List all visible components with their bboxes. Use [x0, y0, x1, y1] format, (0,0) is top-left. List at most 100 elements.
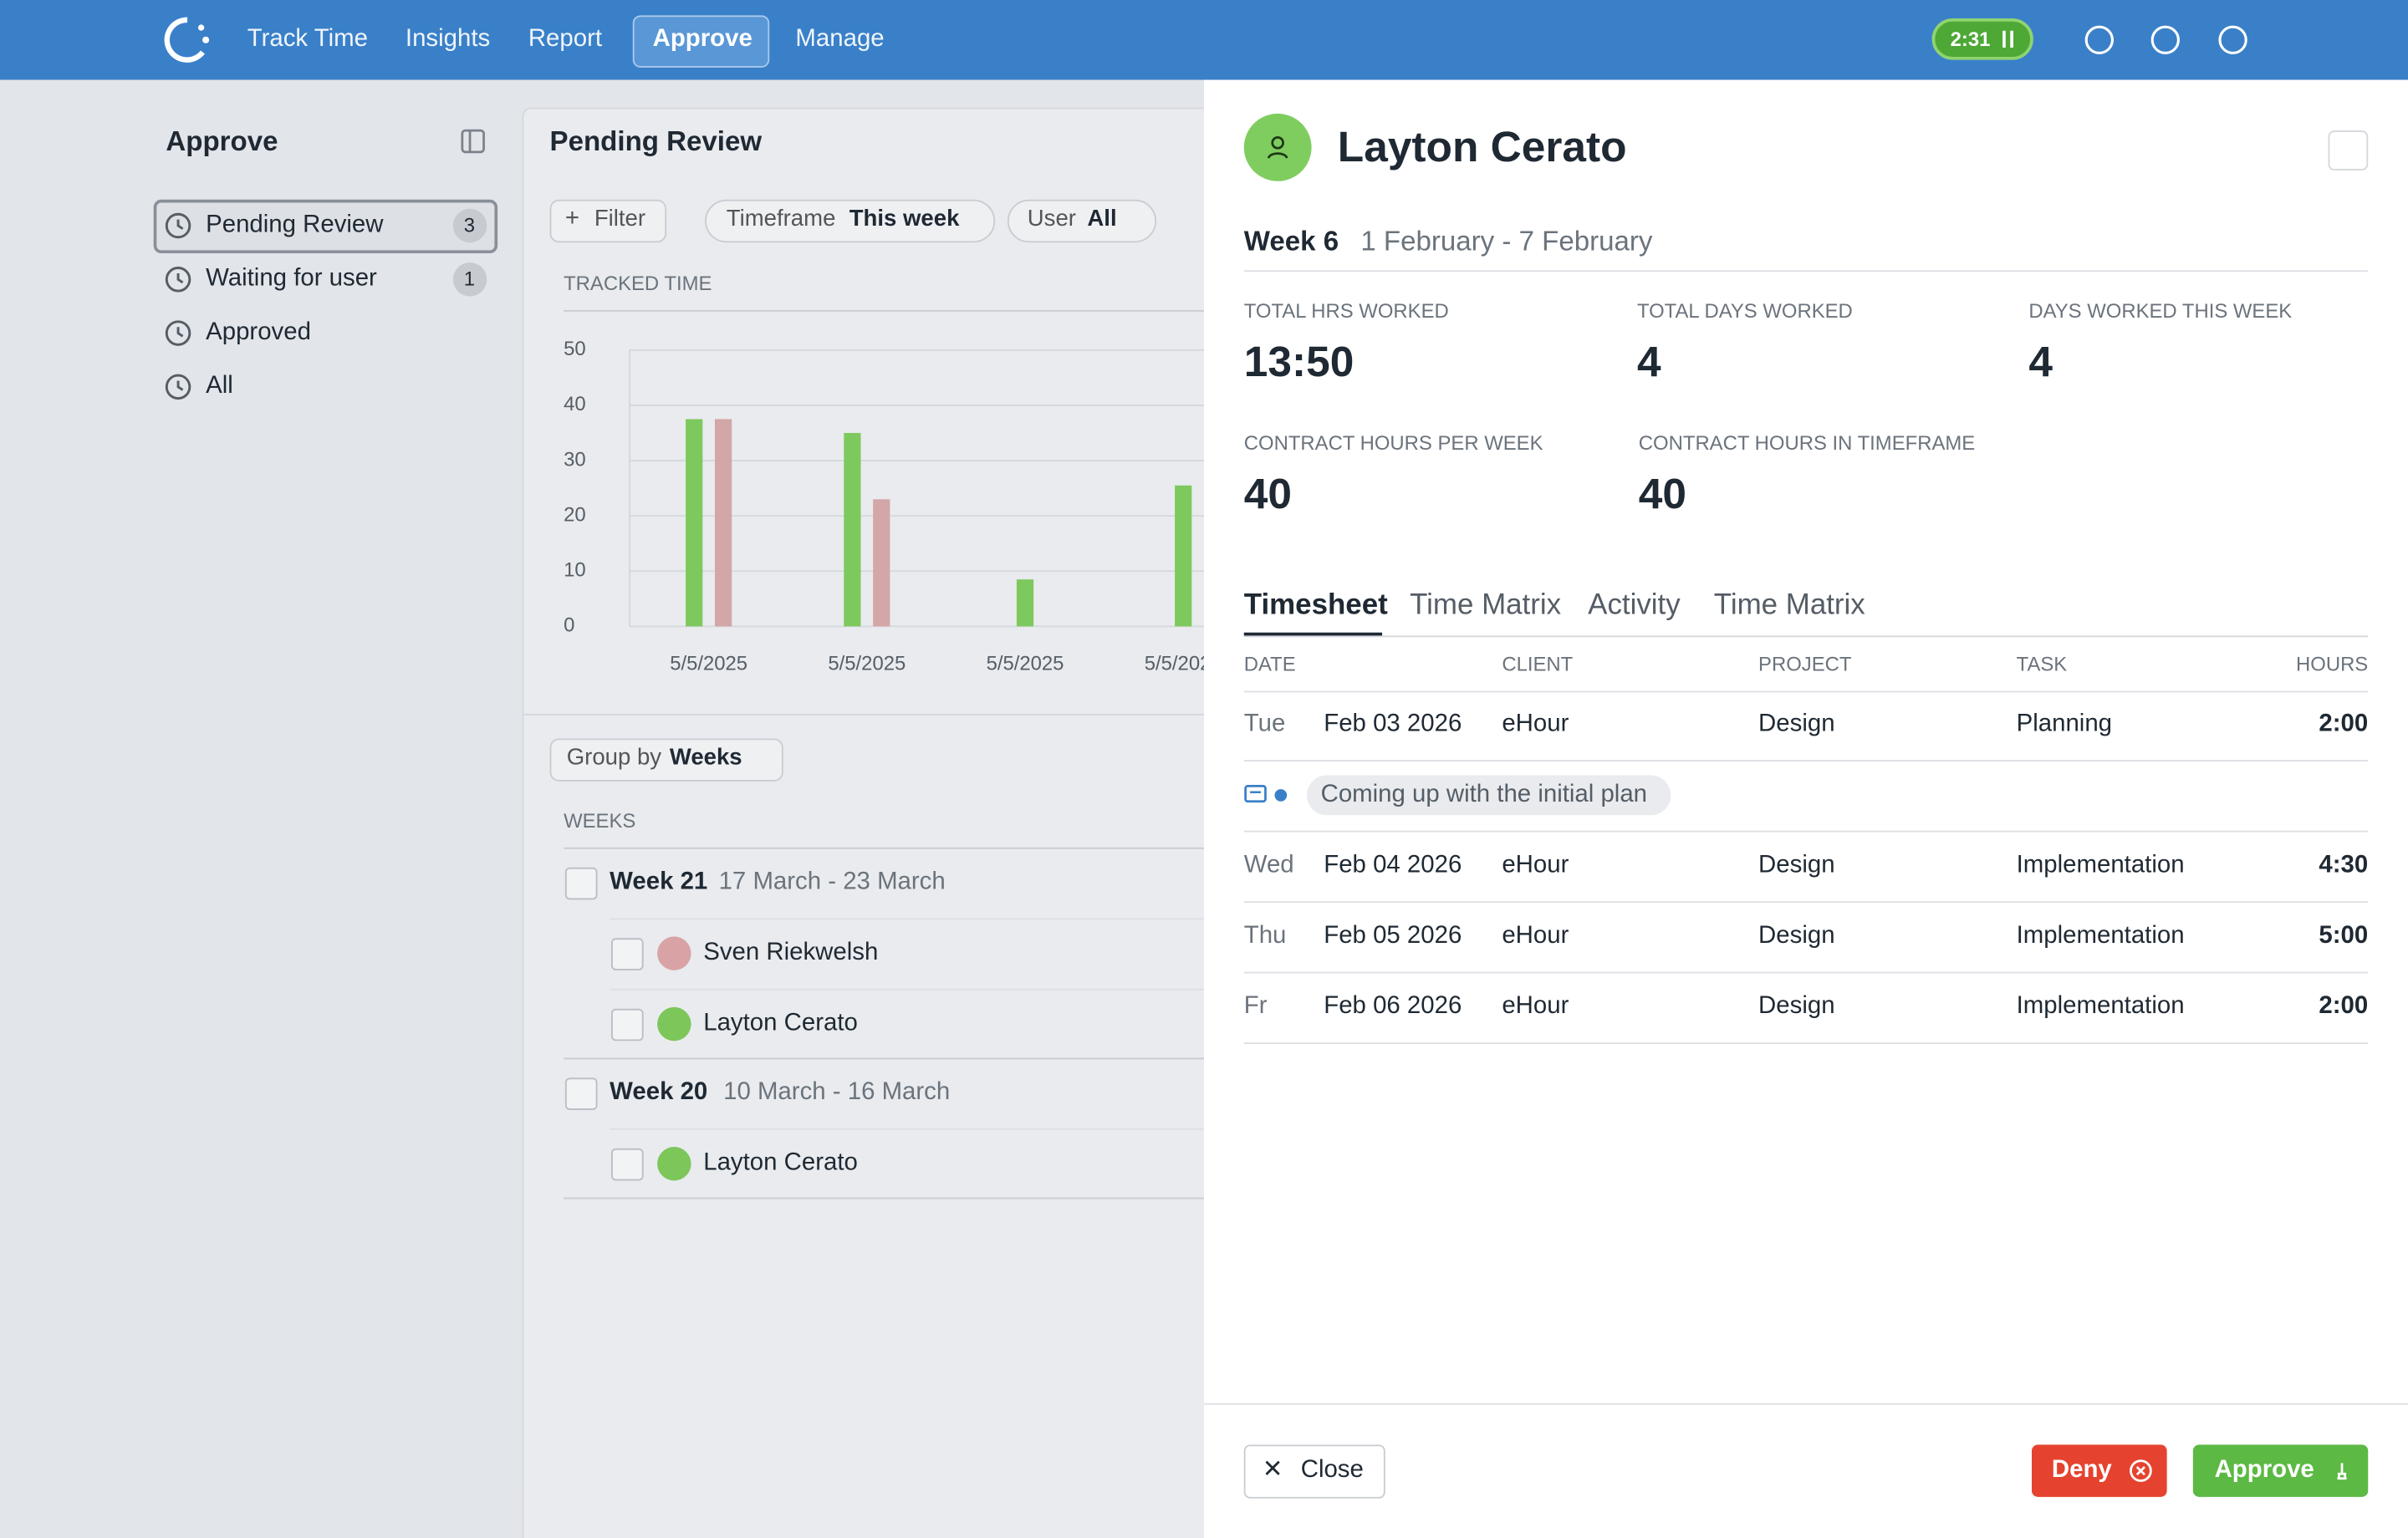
avatar [657, 1147, 691, 1181]
approve-icon [2325, 1454, 2359, 1487]
close-button[interactable] [1243, 1444, 1385, 1499]
divider [1243, 690, 2369, 693]
column-header: HOURS [2296, 652, 2369, 676]
button-label: Approve [2214, 1457, 2314, 1484]
sidebar-item[interactable]: All [206, 373, 233, 400]
divider [610, 988, 1205, 991]
tab[interactable]: Activity [1588, 589, 1681, 622]
checkbox[interactable] [611, 1148, 644, 1181]
section-divider [523, 714, 1205, 716]
nav-item[interactable]: Report [528, 26, 603, 53]
stat-value: 13:50 [1243, 338, 1354, 386]
plus: + [564, 206, 580, 232]
settings-icon[interactable] [2149, 23, 2182, 57]
approve-icon-glyph [2337, 1463, 2347, 1480]
bar [715, 419, 732, 627]
timer-text: 2:31 [1950, 28, 1991, 51]
user-name[interactable]: Sven Riekwelsh [703, 940, 879, 966]
client: eHour [1502, 993, 1569, 1020]
column-header: TASK [2016, 652, 2068, 676]
divider [564, 847, 1205, 849]
bar [1175, 485, 1192, 627]
user-name[interactable]: Layton Cerato [703, 1010, 858, 1036]
divider [564, 1057, 1205, 1060]
x-tick-label: 5/5/2025 [1145, 653, 1204, 675]
filter-button[interactable] [549, 199, 667, 243]
sidebar-title: Approve [166, 125, 278, 157]
account-icon-glyph [2218, 25, 2247, 54]
stat-label: DAYS WORKED THIS WEEK [2028, 299, 2293, 323]
y-tick-label: 50 [564, 338, 586, 360]
week-label: Week 20 [610, 1079, 708, 1106]
select-label: Group by [566, 744, 662, 772]
week-range: 1 February - 7 February [1360, 226, 1653, 257]
deny-icon-glyph [2130, 1459, 2152, 1482]
select-label: User [1027, 206, 1076, 232]
bar [844, 432, 861, 627]
bar [873, 499, 890, 627]
user-select[interactable] [1007, 199, 1157, 243]
divider [610, 918, 1205, 920]
date: Feb 03 2026 [1324, 710, 1462, 737]
select-value: This week [849, 206, 960, 232]
timer[interactable] [1931, 18, 2033, 60]
comment: Coming up with the initial plan [1320, 781, 1648, 808]
tab[interactable]: Time Matrix [1713, 589, 1865, 622]
sidebar-item[interactable]: Pending Review [206, 211, 384, 238]
week-range: 17 March - 23 March [718, 868, 946, 895]
user-name[interactable]: Layton Cerato [703, 1149, 858, 1176]
date: Feb 06 2026 [1324, 993, 1462, 1020]
pause-icon [2002, 30, 2013, 48]
stat-label: TOTAL HRS WORKED [1243, 299, 1449, 323]
nav-item[interactable]: Track Time [247, 26, 368, 53]
day: Fr [1243, 993, 1268, 1020]
expand-button[interactable] [2328, 130, 2369, 171]
sidebar-item[interactable]: Approved [206, 319, 311, 346]
date: Feb 05 2026 [1324, 922, 1462, 950]
task: Implementation [2016, 922, 2185, 950]
deny-button[interactable] [2032, 1444, 2167, 1497]
checkbox[interactable] [611, 938, 644, 970]
nav-item[interactable]: Insights [405, 26, 491, 53]
week-range: 10 March - 16 March [723, 1079, 951, 1106]
sidebar-item[interactable]: Waiting for user [206, 265, 377, 292]
week-label: Week 21 [610, 868, 708, 895]
approve-button[interactable] [2192, 1444, 2369, 1497]
nav-active[interactable] [632, 15, 770, 68]
checkbox[interactable] [564, 867, 598, 900]
column-header: CLIENT [1502, 652, 1574, 676]
tab[interactable]: Time Matrix [1410, 589, 1562, 622]
column-header: WEEKS [564, 808, 636, 833]
x-tick-label: 5/5/2025 [828, 653, 906, 675]
sidebar-active[interactable] [153, 199, 498, 254]
client: eHour [1502, 922, 1569, 950]
hours: 4:30 [2319, 852, 2369, 878]
checkbox[interactable] [611, 1008, 644, 1041]
nav-item[interactable]: Approve [652, 26, 752, 53]
help-icon[interactable] [2083, 23, 2116, 57]
hours: 5:00 [2319, 922, 2369, 950]
collapse-icon[interactable] [457, 125, 490, 158]
group-by-select[interactable] [549, 738, 783, 782]
tab-underline [1243, 632, 1383, 636]
client: eHour [1502, 710, 1569, 737]
avatar-glyph [1261, 130, 1294, 164]
nav-item[interactable]: Manage [795, 26, 885, 53]
checkbox[interactable] [564, 1077, 598, 1110]
collapse-icon-glyph [461, 129, 485, 154]
day: Wed [1243, 852, 1294, 878]
select-label: Timeframe [726, 206, 836, 232]
stat-label: CONTRACT HOURS IN TIMEFRAME [1638, 431, 1976, 455]
date: Feb 04 2026 [1324, 852, 1462, 878]
account-icon[interactable] [2216, 23, 2249, 57]
tab[interactable]: Timesheet [1243, 589, 1388, 622]
bar [1016, 579, 1034, 627]
sidebar-icon [161, 209, 195, 242]
task: Implementation [2016, 852, 2185, 878]
count-badge [452, 262, 487, 297]
task: Planning [2016, 710, 2113, 737]
timeframe-select[interactable] [705, 199, 996, 243]
sidebar-icon-glyph [165, 212, 191, 239]
comment-icon [1239, 778, 1273, 812]
